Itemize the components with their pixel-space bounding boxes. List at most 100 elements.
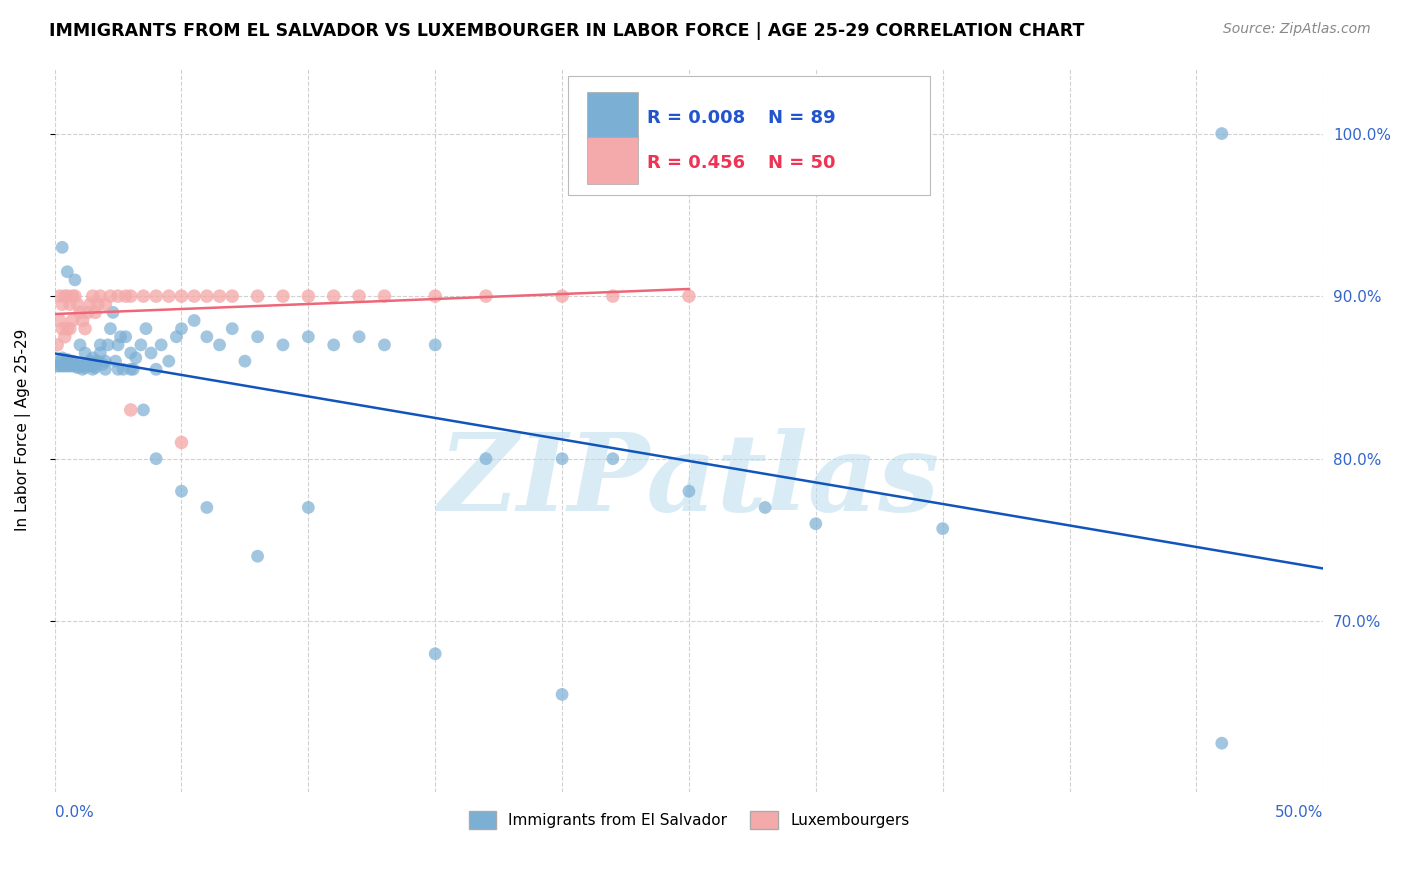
Point	[145, 289, 167, 303]
Point	[87, 354, 110, 368]
Point	[475, 289, 498, 303]
Point	[76, 305, 98, 319]
Point	[59, 321, 82, 335]
Point	[425, 338, 447, 352]
Point	[112, 362, 135, 376]
Point	[170, 321, 193, 335]
Point	[53, 359, 76, 373]
Point	[104, 354, 127, 368]
Point	[110, 330, 132, 344]
Point	[322, 289, 344, 303]
Point	[63, 289, 86, 303]
Point	[53, 358, 76, 372]
Point	[754, 500, 776, 515]
Point	[373, 289, 395, 303]
Point	[63, 358, 86, 372]
Point	[72, 359, 94, 373]
Point	[89, 289, 111, 303]
Point	[48, 359, 70, 373]
Point	[56, 321, 79, 335]
Point	[73, 346, 96, 360]
Point	[208, 289, 231, 303]
Point	[120, 346, 142, 360]
Text: ZIPatlas: ZIPatlas	[439, 428, 939, 534]
Point	[82, 359, 104, 373]
Point	[69, 338, 91, 352]
Point	[170, 435, 193, 450]
Point	[84, 305, 107, 319]
Point	[69, 305, 91, 319]
Point	[221, 321, 243, 335]
Text: N = 89: N = 89	[768, 109, 835, 127]
Text: 50.0%: 50.0%	[1275, 805, 1323, 820]
Point	[84, 360, 107, 375]
Point	[107, 362, 129, 376]
Point	[59, 356, 82, 370]
Point	[602, 451, 624, 466]
Text: IMMIGRANTS FROM EL SALVADOR VS LUXEMBOURGER IN LABOR FORCE | AGE 25-29 CORRELATI: IMMIGRANTS FROM EL SALVADOR VS LUXEMBOUR…	[49, 22, 1084, 40]
Point	[183, 313, 205, 327]
Point	[1211, 736, 1233, 750]
Point	[195, 500, 218, 515]
Point	[551, 289, 574, 303]
Point	[66, 297, 89, 311]
Point	[132, 403, 155, 417]
Point	[69, 359, 91, 373]
Text: N = 50: N = 50	[768, 153, 835, 171]
Point	[246, 549, 269, 564]
Point	[59, 297, 82, 311]
Point	[931, 522, 953, 536]
Point	[425, 289, 447, 303]
Point	[46, 359, 69, 373]
Point	[60, 354, 83, 368]
Point	[94, 354, 117, 368]
Point	[91, 358, 114, 372]
Point	[82, 351, 104, 365]
Point	[56, 352, 79, 367]
Point	[89, 346, 111, 360]
Point	[56, 289, 79, 303]
Point	[56, 265, 79, 279]
Point	[94, 297, 117, 311]
Point	[347, 289, 370, 303]
Point	[51, 351, 73, 365]
Point	[72, 362, 94, 376]
Point	[48, 313, 70, 327]
FancyBboxPatch shape	[568, 76, 929, 195]
Point	[97, 338, 120, 352]
Point	[94, 362, 117, 376]
Point	[101, 305, 124, 319]
Point	[271, 338, 294, 352]
Point	[804, 516, 827, 531]
Point	[63, 273, 86, 287]
Point	[73, 321, 96, 335]
Point	[69, 358, 91, 372]
Point	[150, 338, 173, 352]
Point	[120, 362, 142, 376]
Point	[157, 289, 180, 303]
Point	[157, 354, 180, 368]
Point	[51, 359, 73, 373]
Point	[107, 338, 129, 352]
Point	[246, 289, 269, 303]
Point	[551, 451, 574, 466]
Point	[60, 289, 83, 303]
Point	[51, 297, 73, 311]
Point	[425, 647, 447, 661]
Point	[66, 360, 89, 375]
Point	[51, 321, 73, 335]
Point	[59, 359, 82, 373]
FancyBboxPatch shape	[588, 137, 638, 185]
Point	[373, 338, 395, 352]
Point	[48, 354, 70, 368]
Point	[145, 451, 167, 466]
Point	[66, 359, 89, 373]
Legend: Immigrants from El Salvador, Luxembourgers: Immigrants from El Salvador, Luxembourge…	[463, 805, 915, 835]
Point	[195, 330, 218, 344]
Point	[297, 289, 319, 303]
Point	[195, 289, 218, 303]
Point	[100, 289, 122, 303]
Point	[122, 362, 145, 376]
FancyBboxPatch shape	[588, 93, 638, 139]
Point	[82, 289, 104, 303]
